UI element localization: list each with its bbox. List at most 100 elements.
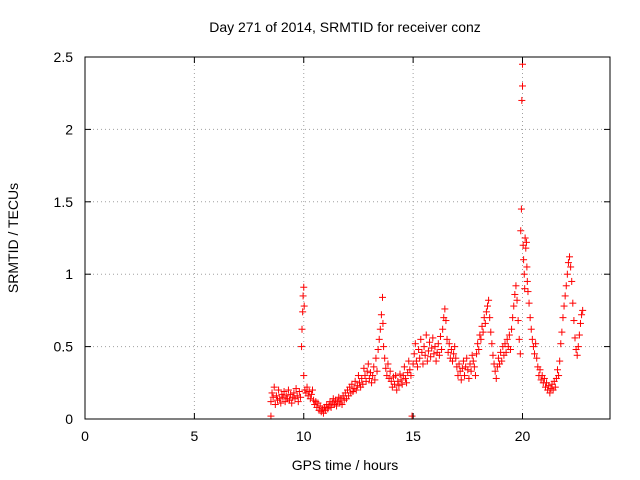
data-point	[561, 292, 569, 300]
data-point	[386, 367, 394, 375]
data-point	[365, 374, 373, 382]
data-point	[510, 302, 518, 310]
data-point	[375, 335, 383, 343]
x-tick-label: 20	[515, 428, 531, 444]
data-point	[536, 366, 544, 374]
data-point	[359, 380, 367, 388]
data-point	[501, 340, 509, 348]
data-point	[556, 357, 564, 365]
data-point	[491, 367, 499, 375]
data-point	[525, 299, 533, 307]
data-point	[409, 360, 417, 368]
data-point	[509, 314, 517, 322]
data-point	[473, 350, 481, 358]
data-point	[426, 338, 434, 346]
data-point	[447, 345, 455, 353]
data-point	[568, 277, 576, 285]
data-point	[449, 357, 456, 365]
data-point	[560, 302, 568, 310]
data-point	[557, 340, 565, 348]
data-point	[434, 340, 442, 348]
data-point	[521, 285, 529, 293]
data-point	[272, 392, 280, 400]
data-point	[373, 367, 381, 375]
data-point	[458, 364, 466, 372]
data-point	[564, 259, 572, 267]
data-point	[295, 387, 303, 395]
data-point	[303, 383, 311, 391]
data-point	[296, 393, 304, 401]
data-point	[393, 386, 401, 394]
data-point	[528, 335, 536, 343]
data-point	[569, 299, 577, 307]
data-point	[512, 282, 520, 290]
data-point	[562, 282, 570, 290]
data-point	[578, 311, 586, 319]
data-point	[374, 345, 382, 353]
data-point	[514, 317, 522, 325]
data-point	[571, 334, 579, 342]
data-point	[468, 351, 476, 359]
plot-frame	[84, 56, 611, 420]
data-point	[498, 357, 506, 365]
data-point	[518, 96, 526, 104]
data-point	[563, 270, 571, 278]
data-point	[376, 325, 384, 333]
data-point	[384, 360, 392, 368]
data-point	[478, 322, 486, 330]
data-point	[520, 270, 528, 278]
data-point	[435, 351, 443, 359]
data-point	[361, 372, 369, 380]
data-point	[482, 308, 490, 316]
data-point	[333, 402, 341, 410]
data-point	[464, 366, 472, 374]
data-point	[424, 347, 432, 355]
data-point	[396, 370, 404, 378]
data-point	[294, 398, 302, 406]
data-point	[467, 367, 475, 375]
data-point	[461, 372, 469, 380]
data-point	[379, 319, 387, 327]
data-point	[523, 263, 531, 271]
data-point	[522, 244, 530, 252]
data-point	[471, 372, 479, 380]
data-point	[531, 350, 539, 358]
data-point	[405, 357, 413, 365]
data-point	[300, 372, 308, 380]
y-tick-label: 2	[65, 121, 73, 137]
data-point	[481, 319, 489, 327]
data-point	[275, 386, 283, 394]
data-point	[451, 343, 459, 351]
data-point	[519, 82, 526, 90]
data-point	[555, 372, 563, 380]
data-point	[277, 399, 285, 407]
data-point	[369, 372, 377, 380]
data-point	[432, 357, 440, 365]
data-point	[506, 345, 514, 353]
data-point	[338, 401, 346, 409]
data-point	[381, 354, 389, 362]
data-point	[475, 345, 483, 353]
data-point	[300, 283, 308, 291]
data-point	[270, 383, 278, 391]
data-point	[276, 395, 284, 403]
data-point	[474, 340, 482, 348]
data-point	[420, 343, 428, 351]
data-point	[271, 401, 279, 409]
data-point	[397, 376, 405, 384]
data-point	[411, 340, 419, 348]
y-tick-label: 2.5	[54, 49, 74, 65]
data-point	[299, 308, 307, 316]
data-point	[522, 238, 530, 246]
y-axis-label: SRMTID / TECUs	[5, 183, 21, 293]
data-point	[415, 345, 423, 353]
grid-lines	[85, 57, 610, 419]
data-point	[400, 363, 408, 371]
data-point	[379, 293, 386, 301]
data-point	[288, 399, 296, 407]
x-tick-label: 10	[296, 428, 312, 444]
data-point	[575, 331, 583, 339]
data-point	[282, 392, 290, 400]
data-point	[439, 325, 447, 333]
y-tick-label: 1	[65, 266, 73, 282]
